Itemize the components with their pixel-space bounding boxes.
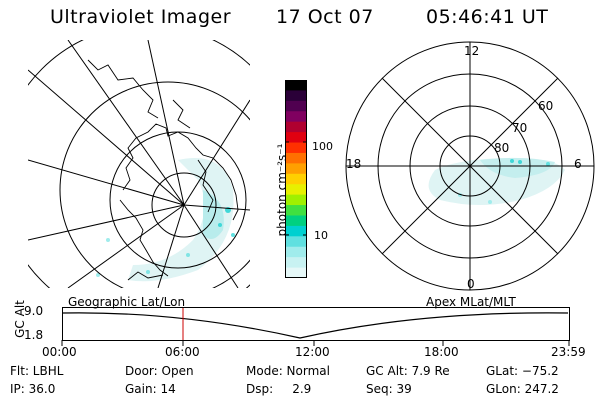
colorbar-band — [285, 90, 307, 102]
ip-info: IP: 36.0 — [10, 382, 56, 396]
altitude-ytick-min: 1.8 — [24, 328, 44, 342]
colorbar-band — [285, 163, 307, 175]
colorbar-band — [285, 121, 307, 133]
colorbar-band — [285, 184, 307, 196]
lat-label-70: 70 — [512, 121, 528, 135]
colorbar-band — [285, 111, 307, 123]
xtick-1200: 12:00 — [295, 345, 330, 359]
colorbar-band — [285, 257, 307, 269]
dsp-info: Dsp: 2.9 — [246, 382, 312, 396]
colorbar-band — [285, 194, 307, 206]
flt-info: Flt: LBHL — [10, 364, 64, 378]
colorbar-tick-10: 10 — [314, 229, 328, 242]
door-info: Door: Open — [125, 364, 194, 378]
seq-info: Seq: 39 — [366, 382, 412, 396]
glon-info: GLon: 247.2 — [486, 382, 559, 396]
colorbar-band — [285, 80, 307, 91]
colorbar-band — [285, 132, 307, 144]
colorbar-tick-100: 100 — [312, 140, 333, 153]
colorbar-band — [285, 215, 307, 227]
colorbar-band — [285, 142, 307, 154]
date-label: 17 Oct 07 — [276, 6, 374, 28]
coastline — [87, 59, 239, 281]
lat-label-60: 60 — [538, 99, 554, 113]
mlt-label-12: 12 — [464, 44, 480, 58]
xtick-2359: 23:59 — [551, 345, 586, 359]
gc-alt-info: GC Alt: 7.9 Re — [366, 364, 450, 378]
colorbar-band — [285, 100, 307, 112]
colorbar-band — [285, 236, 307, 248]
altitude-ytick-max: 9.0 — [24, 304, 44, 318]
geographic-map — [28, 40, 250, 288]
mlt-label-18: 18 — [346, 157, 362, 171]
xtick-0000: 00:00 — [42, 345, 77, 359]
colorbar-band — [285, 267, 307, 278]
mlt-label-6: 6 — [574, 157, 582, 171]
colorbar-band — [285, 225, 307, 237]
xtick-1800: 18:00 — [424, 345, 459, 359]
colorbar-label: photon cm⁻²s⁻¹ — [275, 143, 289, 237]
color-scale-bar — [285, 80, 307, 278]
imager-title: Ultraviolet Imager — [50, 6, 232, 28]
colorbar-band — [285, 246, 307, 258]
colorbar-band — [285, 173, 307, 185]
glat-info: GLat: −75.2 — [486, 364, 559, 378]
colorbar-band — [285, 205, 307, 216]
polar-mlt-plot — [345, 41, 595, 291]
xtick-0600: 06:00 — [165, 345, 200, 359]
lat-label-80: 80 — [494, 141, 510, 155]
gain-info: Gain: 14 — [125, 382, 176, 396]
apex-label: Apex MLat/MLT — [426, 295, 516, 309]
aurora-emission-right — [428, 157, 565, 205]
mlt-label-0: 0 — [467, 277, 475, 291]
aurora-emission-left — [96, 158, 235, 282]
time-label: 05:46:41 UT — [426, 6, 549, 28]
altitude-curve — [62, 312, 569, 339]
altitude-plot — [61, 307, 570, 346]
mode-info: Mode: Normal — [246, 364, 330, 378]
colorbar-band — [285, 152, 307, 164]
geographic-label: Geographic Lat/Lon — [68, 295, 186, 309]
